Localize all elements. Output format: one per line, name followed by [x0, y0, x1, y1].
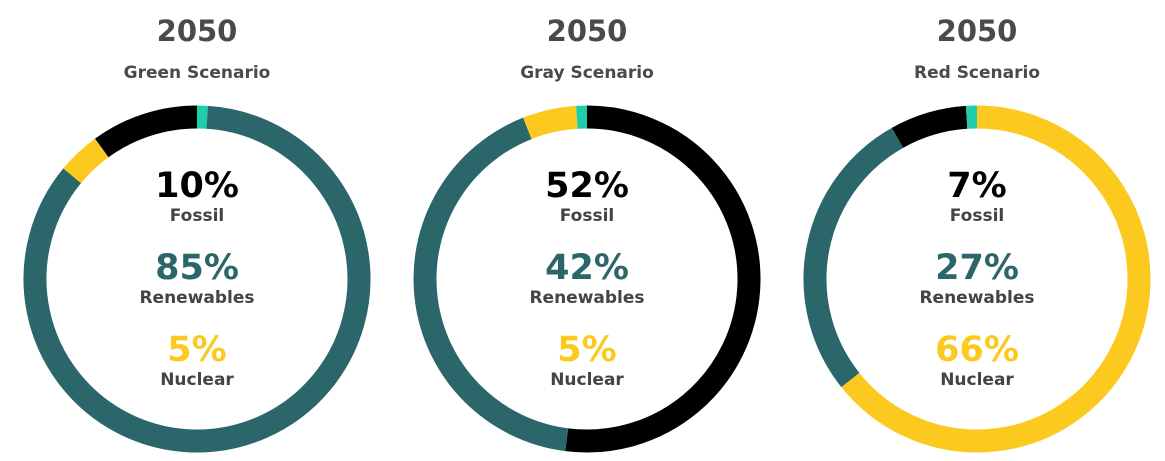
renewables-label: Renewables: [919, 288, 1035, 308]
ring-segment-renewables: [413, 117, 569, 452]
nuclear-percent: 5%: [167, 330, 227, 370]
stat-renewables: 85% Renewables: [2, 248, 392, 308]
fossil-label: Fossil: [169, 206, 225, 226]
fossil-label: Fossil: [949, 206, 1005, 226]
renewables-percent: 42%: [545, 248, 629, 288]
ring-segment-renewables: [23, 105, 371, 453]
ring-segment-fossil: [891, 105, 968, 149]
stat-nuclear: 5% Nuclear: [392, 330, 782, 390]
scenario-red: 2050 Red Scenario 7% Fossil 27% Renewabl…: [782, 0, 1165, 461]
chart-title: 2050: [546, 14, 628, 48]
ring-segment-fossil: [565, 105, 761, 453]
ring-segment-nuclear: [523, 105, 578, 140]
nuclear-label: Nuclear: [550, 370, 624, 390]
chart-subtitle: Green Scenario: [123, 63, 271, 83]
chart-title: 2050: [936, 14, 1018, 48]
stat-renewables: 27% Renewables: [782, 248, 1165, 308]
nuclear-percent: 5%: [557, 330, 617, 370]
chart-subtitle: Red Scenario: [913, 63, 1041, 83]
fossil-percent: 7%: [947, 166, 1007, 206]
stat-fossil: 52% Fossil: [392, 166, 782, 226]
nuclear-label: Nuclear: [160, 370, 234, 390]
scenario-gray: 2050 Gray Scenario 52% Fossil 42% Renewa…: [392, 0, 782, 461]
fossil-label: Fossil: [559, 206, 615, 226]
renewables-percent: 27%: [935, 248, 1019, 288]
ring-segment-nuclear: [841, 105, 1151, 453]
chart-subtitle: Gray Scenario: [520, 63, 654, 83]
nuclear-percent: 66%: [935, 330, 1019, 370]
stat-nuclear: 66% Nuclear: [782, 330, 1165, 390]
renewables-percent: 85%: [155, 248, 239, 288]
renewables-label: Renewables: [529, 288, 645, 308]
donut-chart: [803, 105, 1151, 453]
fossil-percent: 10%: [155, 166, 239, 206]
nuclear-label: Nuclear: [940, 370, 1014, 390]
ring-segment-fossil: [95, 105, 198, 158]
fossil-percent: 52%: [545, 166, 629, 206]
stat-fossil: 7% Fossil: [782, 166, 1165, 226]
chart-title: 2050: [156, 14, 238, 48]
donut-chart: [413, 105, 761, 453]
ring-segment-nuclear: [63, 138, 109, 184]
stat-nuclear: 5% Nuclear: [2, 330, 392, 390]
stat-renewables: 42% Renewables: [392, 248, 782, 308]
donut-chart: [23, 105, 371, 453]
renewables-label: Renewables: [139, 288, 255, 308]
ring-segment-renewables: [803, 127, 904, 388]
stat-fossil: 10% Fossil: [2, 166, 392, 226]
scenario-green: 2050 Green Scenario 10% Fossil 85% Renew…: [2, 0, 392, 461]
